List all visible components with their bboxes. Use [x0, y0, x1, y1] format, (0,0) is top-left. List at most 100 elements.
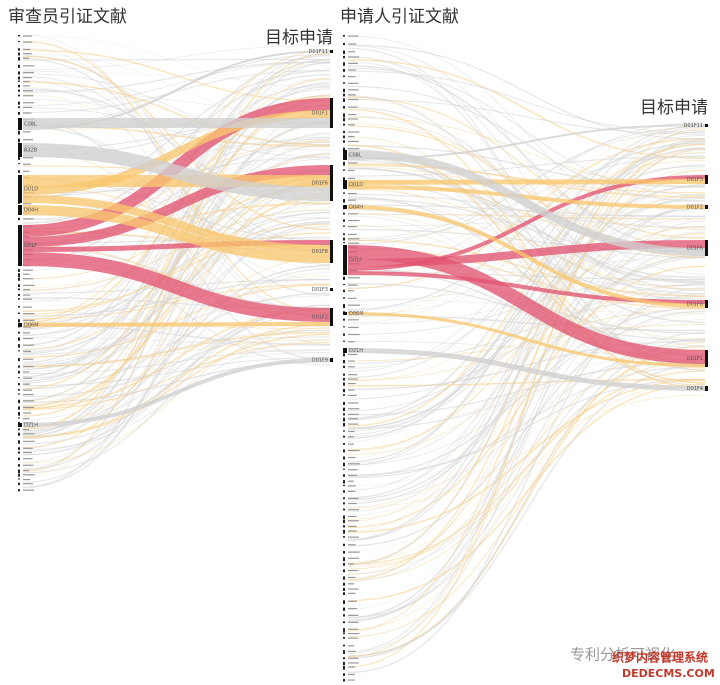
label-stub	[23, 332, 30, 334]
label-stub	[348, 497, 359, 500]
node-stub	[343, 650, 345, 654]
node-stub	[343, 62, 345, 66]
node-stub	[343, 644, 345, 647]
background-flows	[18, 34, 706, 682]
label-stub	[23, 337, 33, 340]
node-stub	[343, 673, 345, 676]
node-stub	[18, 273, 20, 277]
background-flow	[347, 283, 706, 400]
source-label: D21H	[24, 423, 38, 429]
label-stub	[23, 474, 35, 476]
node-stub	[18, 48, 20, 51]
node-stub	[18, 57, 20, 61]
background-flow	[347, 383, 706, 602]
node-stub	[18, 411, 20, 416]
node-stub	[343, 407, 345, 412]
node-stub	[343, 582, 345, 586]
label-stub	[348, 413, 359, 415]
node-stub	[18, 269, 20, 272]
background-flow	[22, 68, 331, 470]
label-stub	[348, 106, 358, 108]
label-stub	[348, 319, 359, 321]
background-flow	[347, 256, 706, 302]
label-stub	[23, 269, 33, 271]
node-stub	[18, 399, 20, 404]
node-stub	[343, 628, 345, 632]
label-stub	[348, 82, 359, 84]
background-flow	[347, 287, 706, 674]
node-stub	[343, 373, 345, 376]
node-stub	[18, 358, 20, 362]
label-stub	[23, 451, 32, 454]
label-stub	[348, 326, 359, 329]
label-stub	[348, 637, 359, 639]
target-label: D01F6	[687, 246, 703, 252]
background-flow	[22, 45, 331, 70]
label-stub	[348, 456, 356, 459]
background-flow	[22, 61, 331, 93]
node-stub	[18, 457, 20, 461]
node-stub	[18, 331, 20, 334]
background-flow	[347, 188, 706, 290]
node-stub	[343, 199, 345, 203]
node-stub	[343, 557, 345, 562]
label-stub	[348, 35, 359, 37]
node-stub	[343, 462, 345, 467]
node-stub	[343, 536, 345, 538]
node-stub	[18, 306, 20, 308]
label-stub	[23, 170, 30, 172]
label-stub	[23, 139, 34, 141]
background-flow	[347, 85, 706, 202]
label-stub	[348, 449, 360, 452]
node-stub	[343, 50, 345, 54]
node-stub	[343, 480, 345, 484]
label-stub	[23, 57, 30, 59]
link	[22, 110, 331, 195]
source-title: 申请人引证文献	[340, 7, 459, 27]
node-stub	[343, 490, 345, 493]
background-flow	[347, 194, 706, 452]
label-stub	[348, 679, 355, 681]
node-stub	[343, 311, 345, 313]
link	[22, 205, 331, 263]
label-stub	[348, 430, 355, 433]
background-flow	[22, 70, 331, 199]
label-stub	[348, 423, 359, 425]
target-label: D01F4	[687, 386, 703, 392]
node-stub	[343, 289, 345, 293]
node-stub	[18, 138, 20, 143]
watermark-url: DEDECMS.COM	[622, 667, 715, 680]
background-flow	[22, 327, 331, 464]
background-flow	[22, 181, 331, 488]
node-stub	[343, 657, 345, 660]
node-stub	[18, 469, 20, 474]
link	[347, 348, 706, 391]
background-flow	[22, 324, 331, 438]
source-title: 审查员引证文献	[8, 7, 127, 27]
label-stub	[23, 218, 34, 220]
link	[347, 245, 706, 364]
target-node	[330, 50, 333, 53]
node-stub	[343, 135, 345, 139]
label-stub	[348, 378, 358, 380]
node-stub	[18, 130, 20, 135]
label-stub	[23, 102, 35, 104]
label-stub	[23, 77, 32, 79]
label-stub	[23, 48, 31, 51]
target-node	[330, 288, 333, 291]
background-flow	[22, 310, 331, 353]
label-stub	[348, 628, 359, 630]
label-stub	[348, 76, 356, 78]
label-stub	[348, 226, 357, 228]
background-flow	[347, 175, 706, 542]
node-stub	[343, 75, 345, 78]
source-node	[343, 348, 347, 353]
label-stub	[348, 662, 359, 664]
node-stub	[343, 442, 345, 445]
link	[22, 322, 331, 327]
target-label: D01F9	[312, 358, 328, 364]
background-flow	[22, 223, 331, 315]
node-stub	[343, 508, 345, 511]
node-stub	[18, 217, 20, 221]
background-flow	[347, 199, 706, 369]
